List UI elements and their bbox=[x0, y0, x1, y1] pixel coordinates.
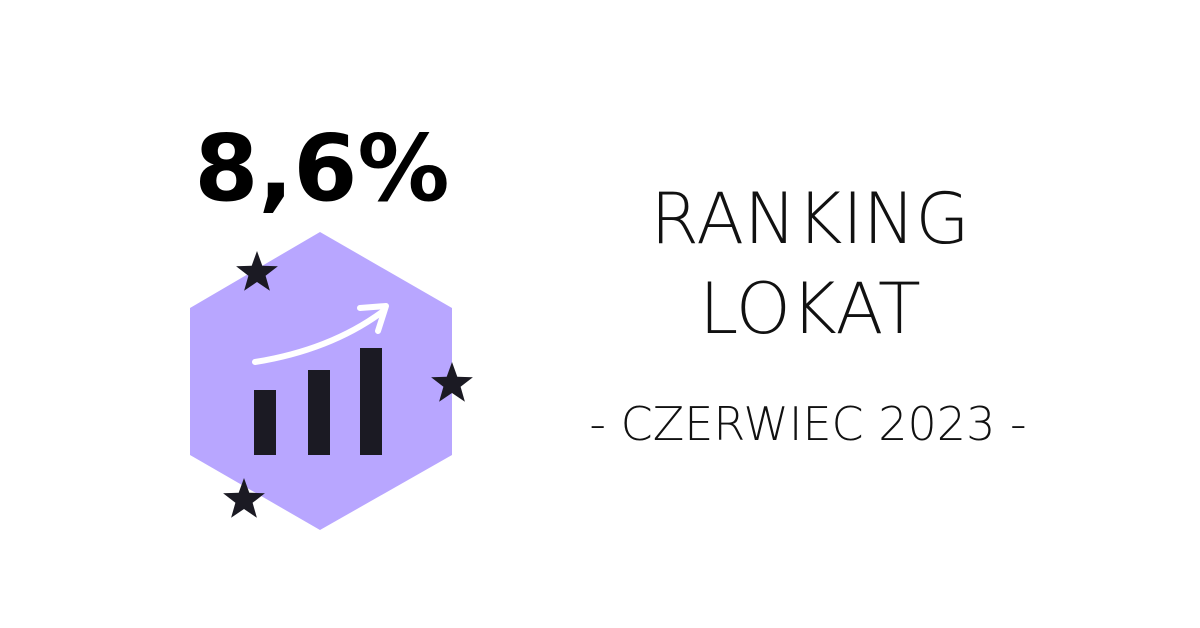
icon-bar bbox=[308, 370, 330, 455]
icon-arrow bbox=[252, 309, 385, 365]
stars bbox=[223, 251, 473, 518]
title-line: LOKAT bbox=[699, 268, 920, 350]
subtitle: - CZERWIEC 2023 - bbox=[589, 397, 1026, 451]
icon-arrow-head bbox=[357, 303, 389, 334]
star bbox=[431, 362, 473, 402]
star bbox=[236, 251, 278, 291]
title-line: RANKING bbox=[650, 178, 969, 260]
star bbox=[223, 478, 265, 518]
icon-bar bbox=[254, 390, 276, 455]
rate: 8,6% bbox=[194, 115, 449, 222]
icon-bar bbox=[360, 348, 382, 455]
